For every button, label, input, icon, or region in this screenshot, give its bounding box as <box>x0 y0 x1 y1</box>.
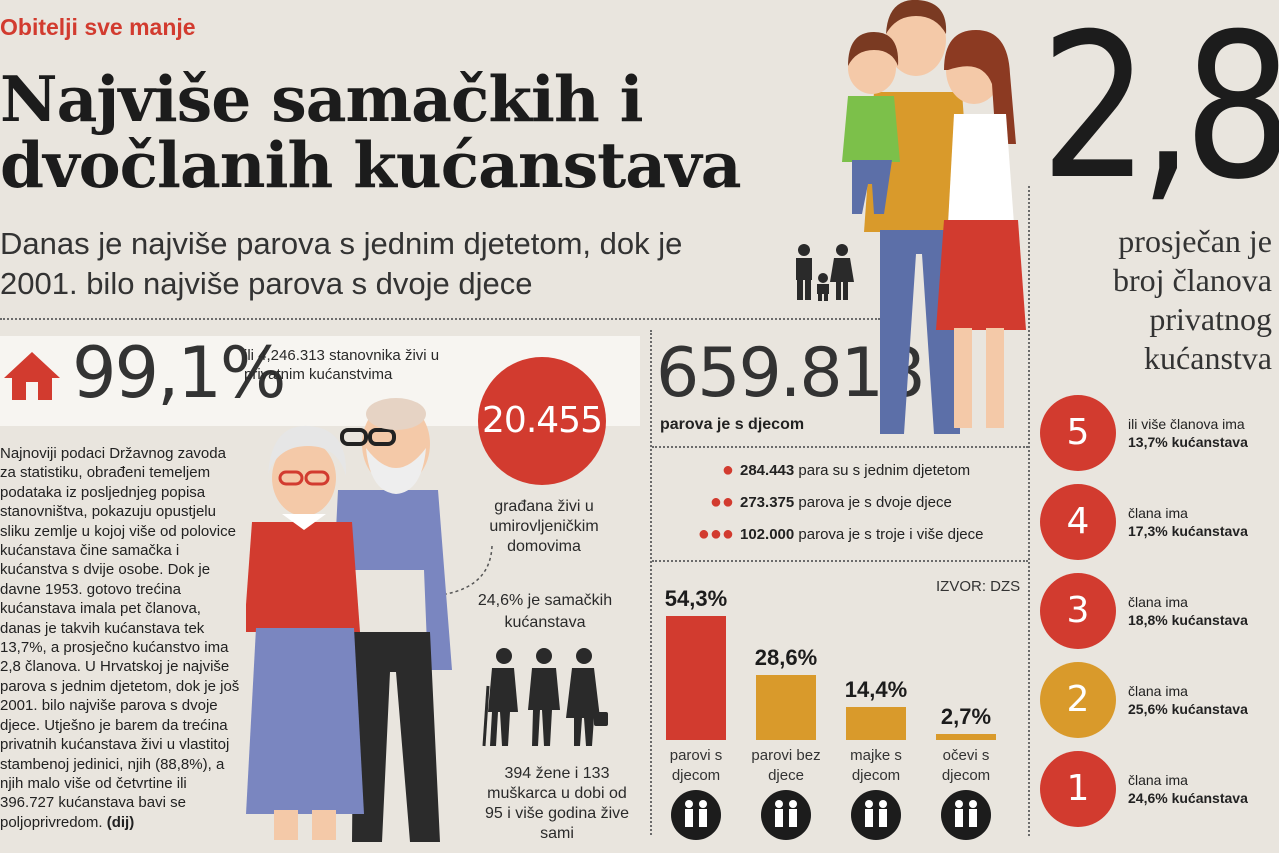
household-size-circle: 2 <box>1040 661 1116 738</box>
household-size-share: 17,3% kućanstava <box>1128 522 1248 539</box>
household-size-row: 1 člana ima 24,6% kućanstava <box>1040 744 1276 833</box>
headline: Najviše samačkih i dvočlanih kućanstava <box>0 62 742 202</box>
body-signoff: (dij) <box>106 813 135 831</box>
bar-category-label: majke s djecom <box>850 747 902 784</box>
subtitle: Danas je najviše parova s jednim djeteto… <box>0 226 683 301</box>
elderly-couple-illustration <box>246 398 452 842</box>
bar-value-label: 28,6% <box>754 645 818 670</box>
child-icons: ●●● <box>662 523 740 546</box>
family-type-bar-chart: 54,3% parovi s djecom 28,6% parovi bez djec… <box>656 580 1026 840</box>
household-size-circle: 4 <box>1040 483 1116 560</box>
child-icon: ●● <box>709 490 734 513</box>
single-households-note: 24,6% je samačkih kućanstava <box>477 592 613 631</box>
household-size-text: člana ima 25,6% kućanstava <box>1128 682 1248 718</box>
private-households-percent: 99,1% <box>72 332 286 414</box>
household-size-text: ili više članova ima 13,7% kućanstava <box>1128 415 1248 451</box>
household-size-prefix: člana ima <box>1128 682 1188 699</box>
household-size-share: 13,7% kućanstava <box>1128 433 1248 450</box>
elderly-note: 394 žene i 133 muškarca u dobi od 95 i v… <box>484 765 630 842</box>
divider <box>0 318 880 320</box>
child-icon: ●●● <box>697 522 734 545</box>
family-type-icon <box>761 790 811 840</box>
bar-category-label: očevi s djecom <box>941 747 991 784</box>
retirement-circle: 20.455 <box>478 357 606 485</box>
child-icons: ●● <box>662 491 740 514</box>
household-size-list: 5 ili više članova ima 13,7% kućanstava 4 čl… <box>1040 388 1276 833</box>
body-text: Najnoviji podaci Državnog zavoda za stat… <box>0 444 242 832</box>
kicker: Obitelji sve manje <box>0 14 196 40</box>
bar <box>936 734 996 740</box>
household-size-text: člana ima 17,3% kućanstava <box>1128 504 1248 540</box>
pair-text: parova je s dvoje djece <box>798 493 952 511</box>
household-size-share: 24,6% kućanstava <box>1128 789 1248 806</box>
list-item: ● 284.443 para su s jednim djetetom <box>662 454 1026 486</box>
pair-value: 284.443 <box>740 461 795 479</box>
list-item: ●● 273.375 parova je s dvoje djece <box>662 486 1026 518</box>
bar-value-label: 54,3% <box>664 586 728 611</box>
pairs-list: ● 284.443 para su s jednim djetetom ●● 2… <box>662 454 1026 550</box>
pair-text: para su s jednim djetetom <box>798 461 971 479</box>
household-size-row: 4 člana ima 17,3% kućanstava <box>1040 477 1276 566</box>
source-note: IZVOR: DZS <box>936 578 1021 595</box>
household-size-circle: 5 <box>1040 394 1116 471</box>
household-size-share: 25,6% kućanstava <box>1128 700 1248 717</box>
bar-category-label: parovi s djecom <box>669 747 723 784</box>
bar <box>756 675 816 740</box>
household-size-row: 3 člana ima 18,8% kućanstava <box>1040 566 1276 655</box>
family-illustration <box>842 0 1026 434</box>
family-icon <box>796 244 854 301</box>
household-size-row: 2 člana ima 25,6% kućanstava <box>1040 655 1276 744</box>
divider <box>650 330 652 835</box>
couples-with-children-label: parova je s djecom <box>660 416 805 433</box>
house-icon <box>4 352 60 400</box>
divider <box>652 560 1028 562</box>
pair-value: 273.375 <box>740 493 795 511</box>
household-size-text: člana ima 24,6% kućanstava <box>1128 771 1248 807</box>
household-size-circle: 1 <box>1040 750 1116 827</box>
pair-value: 102.000 <box>740 525 795 543</box>
household-size-circle: 3 <box>1040 572 1116 649</box>
pair-text: parova je s troje i više djece <box>798 525 984 543</box>
retirement-note: građana živi u umirovljeničkim domovima <box>489 498 599 555</box>
average-members-value: 2,8 <box>1040 0 1279 224</box>
private-households-note: ili 4,246.313 stanovnika živi u privatni… <box>244 347 440 383</box>
household-size-prefix: ili više članova ima <box>1128 415 1245 432</box>
child-icons: ● <box>662 459 740 482</box>
bar <box>666 616 726 740</box>
average-members-label: prosječan je broj članova privatnog kuća… <box>1112 223 1272 376</box>
family-type-icon <box>851 790 901 840</box>
bar-value-label: 14,4% <box>844 677 908 702</box>
elderly-people-icon <box>482 648 608 747</box>
child-icon: ● <box>721 458 734 481</box>
body-paragraph: Najnoviji podaci Državnog zavoda za stat… <box>0 445 240 831</box>
family-type-icon <box>671 790 721 840</box>
household-size-prefix: člana ima <box>1128 771 1188 788</box>
bar-value-label: 2,7% <box>940 704 992 729</box>
household-size-prefix: člana ima <box>1128 504 1188 521</box>
household-size-text: člana ima 18,8% kućanstava <box>1128 593 1248 629</box>
divider <box>652 446 1028 448</box>
list-item: ●●● 102.000 parova je s troje i više dje… <box>662 518 1026 550</box>
household-size-share: 18,8% kućanstava <box>1128 611 1248 628</box>
family-type-icon <box>941 790 991 840</box>
retirement-value: 20.455 <box>482 400 603 441</box>
divider <box>1028 186 1030 836</box>
household-size-prefix: člana ima <box>1128 593 1188 610</box>
bar-category-label: parovi bez djece <box>751 747 821 784</box>
bar <box>846 707 906 740</box>
household-size-row: 5 ili više članova ima 13,7% kućanstava <box>1040 388 1276 477</box>
